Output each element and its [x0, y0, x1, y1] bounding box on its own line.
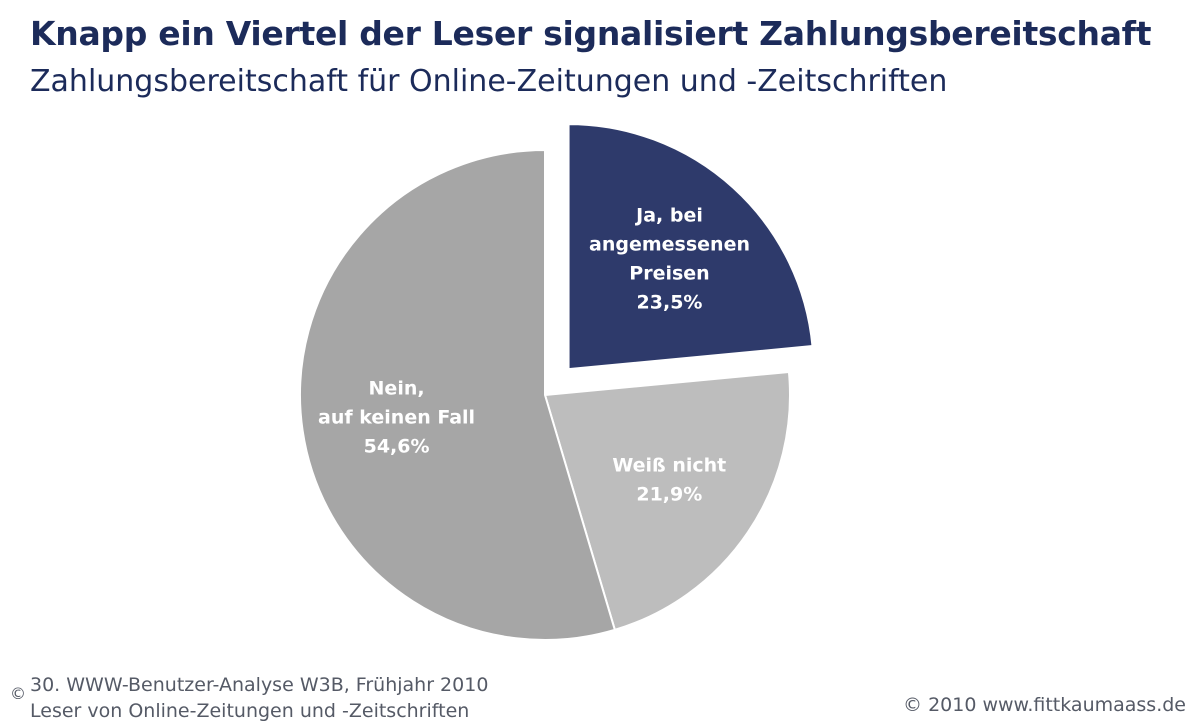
slice-category-label: Ja, bei — [634, 205, 703, 227]
chart-subtitle: Zahlungsbereitschaft für Online-Zeitunge… — [30, 64, 948, 99]
slice-label-3: Nein, auf keinen Fall 54,6% — [318, 378, 475, 458]
copyright-mark: © — [10, 684, 26, 703]
source-line-1: 30. WWW-Benutzer-Analyse W3B, Frühjahr 2… — [30, 674, 489, 696]
pie-slice-2 — [543, 370, 791, 632]
slice-value-label: 21,9% — [636, 483, 702, 505]
slice-category-label: Nein, — [369, 378, 425, 400]
slice-value-label: 23,5% — [637, 292, 703, 314]
slice-category-label: auf keinen Fall — [318, 407, 475, 429]
slice-category-label: angemessenen — [589, 234, 750, 256]
chart-title: Knapp ein Viertel der Leser signalisiert… — [30, 14, 1152, 53]
slice-label-1: Ja, bei angemessenen Preisen 23,5% — [589, 205, 750, 314]
slice-category-label: Weiß nicht — [612, 454, 726, 476]
slice-label-2: Weiß nicht 21,9% — [612, 454, 726, 505]
slice-value-label: 54,6% — [364, 436, 430, 458]
source-note: 30. WWW-Benutzer-Analyse W3B, Frühjahr 2… — [30, 672, 488, 724]
source-line-2: Leser von Online-Zeitungen und -Zeitschr… — [30, 700, 470, 722]
slice-category-label: Preisen — [629, 263, 709, 285]
copyright: © 2010 www.fittkaumaass.de — [903, 694, 1186, 716]
pie-slice-1 — [567, 123, 814, 371]
pie-slice-3 — [299, 148, 617, 641]
